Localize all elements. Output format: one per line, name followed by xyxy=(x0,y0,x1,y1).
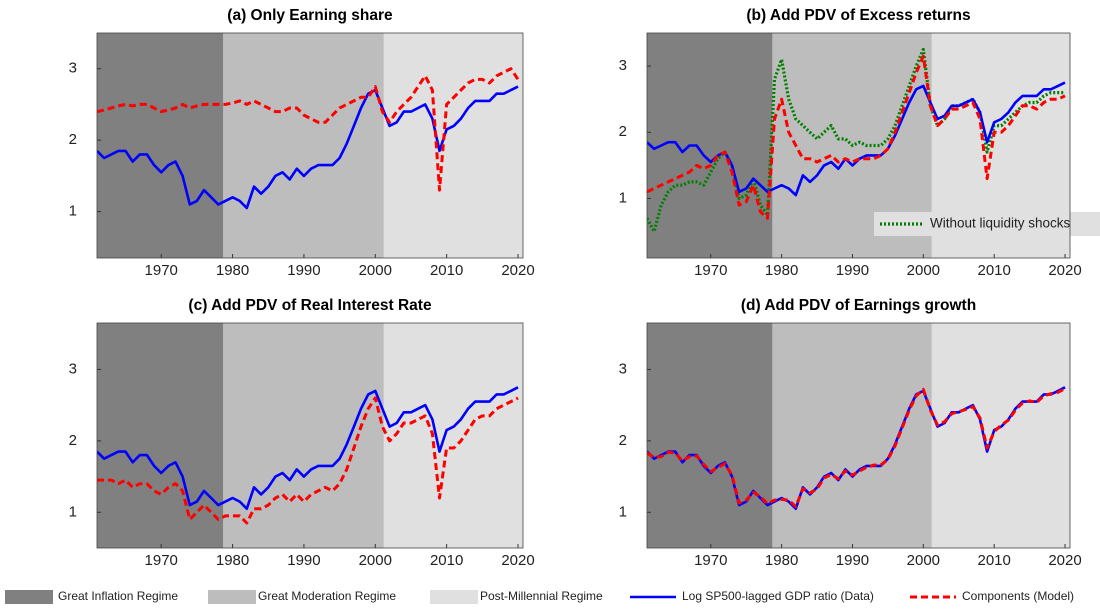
regime-shade xyxy=(383,33,523,258)
x-tick-label: 2020 xyxy=(1048,262,1081,279)
plot-area xyxy=(647,33,1070,258)
plot-area xyxy=(97,33,523,258)
x-tick-label: 1980 xyxy=(765,262,798,279)
regime-shade xyxy=(223,33,384,258)
chart-title: (c) Add PDV of Real Interest Rate xyxy=(188,297,432,314)
chart-title: (a) Only Earning share xyxy=(227,7,393,24)
x-tick-label: 2010 xyxy=(977,552,1010,569)
series-line xyxy=(97,67,520,192)
legend-label: Great Moderation Regime xyxy=(258,589,396,603)
series-line xyxy=(97,85,519,210)
plot-frame xyxy=(646,32,1071,259)
y-tick-label: 1 xyxy=(619,189,627,206)
series-line xyxy=(647,54,1066,220)
chart-title: (b) Add PDV of Excess returns xyxy=(746,7,970,24)
y-tick-label: 2 xyxy=(69,131,77,148)
x-tick-label: 1970 xyxy=(694,262,727,279)
x-tick-label: 1990 xyxy=(836,552,869,569)
y-tick-label: 2 xyxy=(619,123,627,140)
x-tick-label: 1990 xyxy=(287,262,320,279)
series-line xyxy=(647,47,1065,234)
x-tick-label: 1970 xyxy=(694,552,727,569)
x-tick-label: 2020 xyxy=(1048,552,1081,569)
legend-label: Log SP500-lagged GDP ratio (Data) xyxy=(682,589,874,603)
legend-swatch xyxy=(5,590,53,604)
x-tick-label: 1990 xyxy=(287,552,320,569)
regime-shade xyxy=(97,323,224,548)
legend-label: Without liquidity shocks xyxy=(930,216,1071,231)
regime-shade xyxy=(383,323,523,548)
y-tick-label: 1 xyxy=(69,503,77,520)
y-tick-label: 3 xyxy=(619,57,627,74)
regime-shade xyxy=(97,33,224,258)
plot-frame xyxy=(646,322,1071,549)
regime-shade xyxy=(223,323,384,548)
legend-label: Components (Model) xyxy=(962,589,1074,603)
regime-shade xyxy=(772,323,932,548)
x-tick-label: 2000 xyxy=(359,262,392,279)
x-tick-label: 2010 xyxy=(430,552,463,569)
series-line xyxy=(647,387,1066,509)
x-tick-label: 2000 xyxy=(907,552,940,569)
y-tick-label: 1 xyxy=(619,503,627,520)
x-tick-label: 1980 xyxy=(216,262,249,279)
legend-swatch xyxy=(208,590,256,604)
regime-shade xyxy=(647,323,773,548)
plot-area xyxy=(97,323,523,548)
y-tick-label: 3 xyxy=(69,360,77,377)
x-tick-label: 1980 xyxy=(765,552,798,569)
regime-shade xyxy=(931,323,1070,548)
x-tick-label: 2000 xyxy=(907,262,940,279)
y-tick-label: 2 xyxy=(69,432,77,449)
plot-frame xyxy=(96,32,524,259)
plot-area xyxy=(647,323,1070,548)
inline-legend-box xyxy=(874,212,1100,236)
y-tick-label: 3 xyxy=(619,360,627,377)
x-tick-label: 1980 xyxy=(216,552,249,569)
y-tick-label: 1 xyxy=(69,203,77,220)
x-tick-label: 2010 xyxy=(977,262,1010,279)
x-tick-label: 1970 xyxy=(145,552,178,569)
chart-title: (d) Add PDV of Earnings growth xyxy=(741,297,976,314)
x-tick-label: 2020 xyxy=(501,552,534,569)
x-tick-label: 2020 xyxy=(501,262,534,279)
x-tick-label: 1970 xyxy=(145,262,178,279)
x-tick-label: 1990 xyxy=(836,262,869,279)
legend-label: Post-Millennial Regime xyxy=(480,589,603,603)
y-tick-label: 3 xyxy=(69,60,77,77)
series-line xyxy=(97,396,519,525)
series-line xyxy=(97,386,519,511)
x-tick-label: 2010 xyxy=(430,262,463,279)
legend-swatch xyxy=(430,590,478,604)
plot-frame xyxy=(96,322,524,549)
x-tick-label: 2000 xyxy=(359,552,392,569)
regime-shade xyxy=(647,33,773,258)
legend-label: Great Inflation Regime xyxy=(58,589,178,603)
y-tick-label: 2 xyxy=(619,432,627,449)
